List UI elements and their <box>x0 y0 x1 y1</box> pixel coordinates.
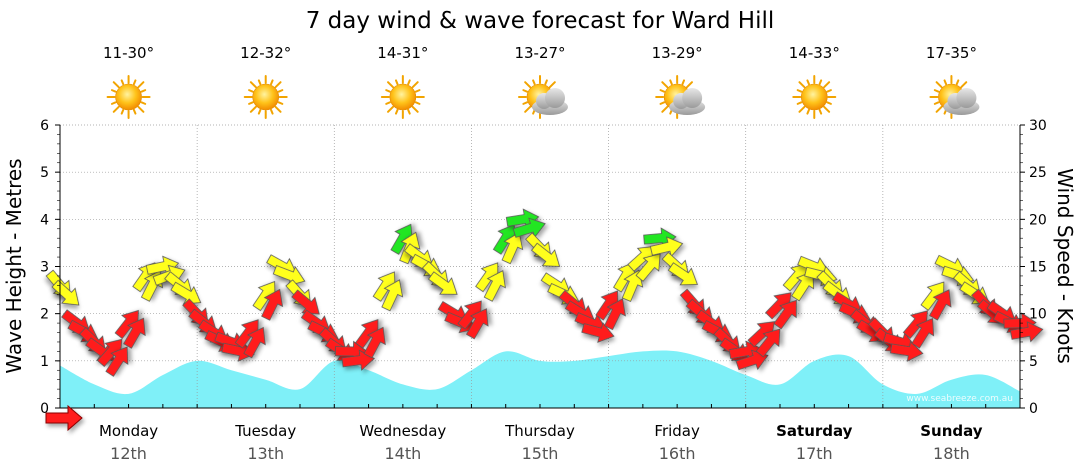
left-tick-label: 1 <box>40 354 49 370</box>
wind-arrow <box>114 309 139 340</box>
wind-arrow <box>354 319 379 349</box>
sunny-icon <box>106 75 151 119</box>
day-name-label: Monday <box>99 422 158 440</box>
wind-arrow <box>911 317 935 349</box>
day-date-label: 16th <box>659 444 696 463</box>
partly-cloudy-icon <box>518 75 568 119</box>
wind-arrow <box>735 349 769 371</box>
wind-arrow <box>483 270 506 302</box>
day-date-label: 13th <box>247 444 284 463</box>
day-date-label: 14th <box>384 444 421 463</box>
wind-arrow <box>123 317 146 349</box>
wind-arrow <box>603 298 626 331</box>
chart-title: 7 day wind & wave forecast for Ward Hill <box>306 8 775 34</box>
right-tick-label: 20 <box>1029 212 1047 228</box>
wind-arrow <box>512 217 546 239</box>
left-axis-ticks: 0 1 2 3 4 5 6 <box>40 118 60 417</box>
wind-arrow <box>765 292 792 320</box>
wind-arrow <box>902 310 928 339</box>
day-temperature: 14-31° <box>377 44 428 62</box>
right-tick-label: 15 <box>1029 260 1047 276</box>
wind-arrow <box>372 271 396 302</box>
wind-arrow <box>381 279 404 312</box>
wind-arrow <box>501 231 524 265</box>
wind-arrow <box>920 281 945 311</box>
day-date-label: 17th <box>796 444 833 463</box>
wind-arrow <box>1009 321 1044 343</box>
right-tick-label: 10 <box>1029 307 1047 323</box>
left-tick-label: 0 <box>40 401 49 417</box>
wind-arrow <box>465 308 489 340</box>
day-labels: Monday 12th Tuesday 13th Wednesday 14th Thursd… <box>99 422 983 463</box>
day-name-label: Tuesday <box>234 422 296 440</box>
left-axis-label: Wave Height - Metres <box>2 158 26 373</box>
wind-arrows <box>45 208 1044 377</box>
sunny-icon <box>380 75 425 119</box>
weather-header: 11-30° 12-32° 14-31° 13-27° 13-29° 14-33° 17-3… <box>103 44 980 119</box>
wind-arrow <box>649 236 684 258</box>
wind-arrow <box>531 242 561 267</box>
right-axis-ticks: 0 5 10 15 20 25 30 <box>1020 118 1047 417</box>
day-date-label: 15th <box>522 444 559 463</box>
wind-arrow <box>667 262 698 286</box>
day-temperature: 13-29° <box>652 44 703 62</box>
day-temperature: 11-30° <box>103 44 154 62</box>
plot-area: www.seabreeze.com.au <box>45 124 1044 408</box>
left-tick-label: 6 <box>40 118 49 134</box>
wave-height-area <box>60 350 1020 408</box>
wind-arrow <box>890 340 924 362</box>
wind-arrow <box>261 288 284 321</box>
day-name-label: Thursday <box>504 422 575 440</box>
wind-arrow <box>929 289 952 321</box>
day-name-label: Wednesday <box>359 422 446 440</box>
right-tick-label: 0 <box>1029 401 1038 417</box>
wind-arrow <box>252 280 276 312</box>
wind-arrow <box>595 290 619 321</box>
wind-arrow <box>635 253 661 282</box>
wind-arrow <box>457 300 482 330</box>
wind-arrow <box>243 326 266 359</box>
sunny-icon <box>243 75 288 119</box>
sunny-icon <box>792 75 837 119</box>
wind-arrow <box>581 322 615 343</box>
wind-arrow <box>341 349 375 371</box>
left-tick-label: 5 <box>40 165 49 181</box>
wind-arrow <box>363 326 386 359</box>
day-temperature: 17-35° <box>926 44 977 62</box>
right-tick-label: 5 <box>1029 354 1038 370</box>
right-tick-label: 30 <box>1029 118 1047 134</box>
wind-arrow <box>773 299 797 330</box>
partly-cloudy-icon <box>655 75 706 119</box>
watermark: www.seabreeze.com.au <box>906 394 1013 404</box>
wind-arrow <box>105 346 129 377</box>
wind-arrow <box>234 319 259 349</box>
day-name-label: Friday <box>654 422 700 440</box>
left-tick-label: 4 <box>40 212 49 228</box>
wind-arrow <box>791 270 815 302</box>
day-temperature: 13-27° <box>514 44 565 62</box>
wind-arrow <box>475 262 499 293</box>
wind-arrow <box>96 338 123 367</box>
day-temperature: 14-33° <box>789 44 840 62</box>
day-name-label: Saturday <box>776 422 853 440</box>
day-date-label: 12th <box>110 444 147 463</box>
day-name-label: Sunday <box>920 422 983 440</box>
day-date-label: 18th <box>933 444 970 463</box>
wind-arrow <box>51 279 80 306</box>
right-tick-label: 25 <box>1029 165 1047 181</box>
left-tick-label: 2 <box>40 307 49 323</box>
day-temperature: 12-32° <box>240 44 291 62</box>
wind-arrow <box>427 271 458 295</box>
wind-arrow <box>755 328 781 358</box>
partly-cloudy-icon <box>929 75 980 119</box>
right-axis-label: Wind Speed - Knots <box>1053 168 1077 364</box>
wind-arrow <box>747 321 776 348</box>
current-time-arrow-icon <box>45 404 83 432</box>
wind-arrow <box>272 265 306 287</box>
left-tick-label: 3 <box>40 260 49 276</box>
wind-arrow <box>390 223 413 255</box>
